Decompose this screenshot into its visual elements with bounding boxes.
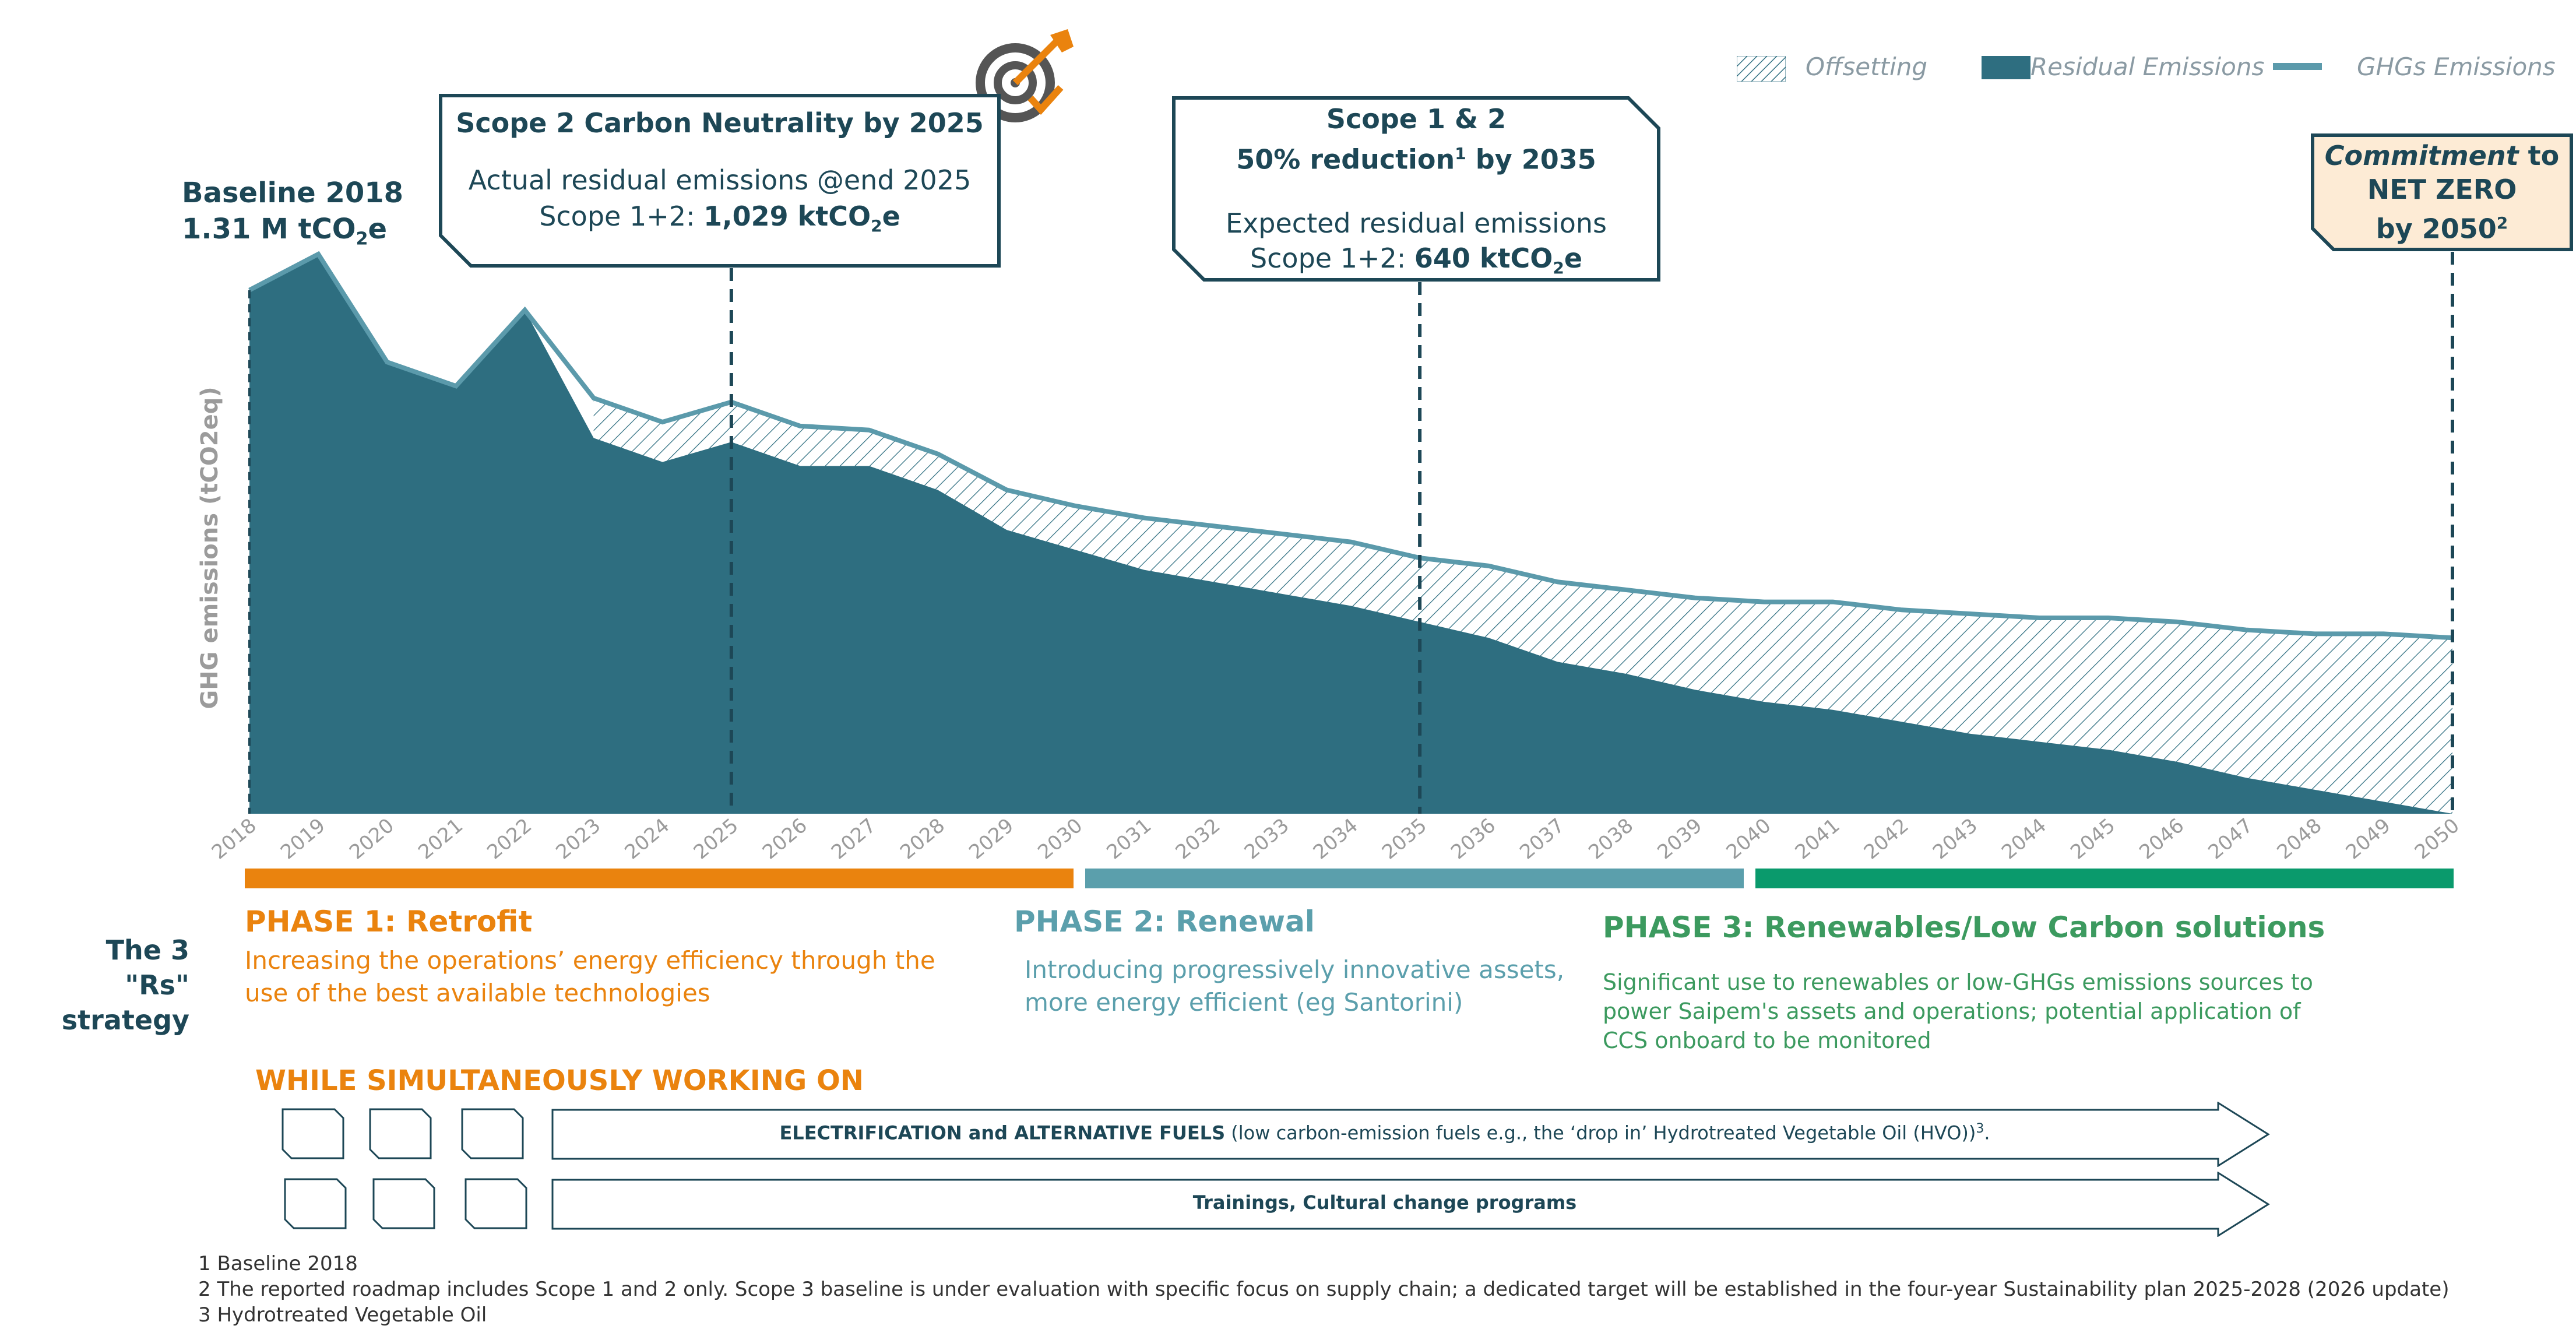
- legend-offsetting-swatch: [1737, 56, 1786, 82]
- electrification-arrow: [551, 1102, 2270, 1167]
- strategy-line1: The 3: [105, 934, 189, 966]
- ghg-emissions-line: [248, 251, 2453, 641]
- callout-2025-line1: Actual residual emissions @end 2025: [468, 164, 972, 196]
- x-tick-label: 2042: [1860, 814, 1913, 864]
- legend-ghgs-swatch: [2273, 63, 2322, 70]
- x-tick-label: 2026: [758, 814, 812, 864]
- phase1-desc2: use of the best available technologies: [245, 979, 710, 1007]
- x-tick-label: 2024: [621, 814, 674, 864]
- callout-2025-line2: Scope 1+2: 1,029 ktCO2e: [539, 201, 900, 236]
- box-icon: [369, 1108, 432, 1159]
- box-icon: [464, 1178, 527, 1229]
- x-tick-label: 2030: [1033, 814, 1087, 864]
- x-tick-label: 2049: [2342, 814, 2395, 864]
- x-tick-label: 2027: [827, 814, 881, 864]
- callout-2050-frame: [2311, 133, 2573, 251]
- legend-residual-swatch: [1982, 56, 2030, 79]
- callout-2035: Scope 1 & 2 50% reduction1 by 2035 Expec…: [1171, 101, 1661, 286]
- callout-2050: Commitment to NET ZERO by 20502: [2310, 139, 2574, 245]
- residual-emissions-area: [249, 254, 2452, 814]
- legend-residual-label: Residual Emissions: [2030, 52, 2265, 81]
- callout-2050-line3: by 20502: [2376, 213, 2508, 245]
- x-tick-label: 2038: [1584, 814, 1638, 864]
- offsetting-area: [593, 398, 2452, 814]
- phase3-text: PHASE 3: Renewables/Low Carbon solutions…: [1603, 910, 2325, 1055]
- x-tick-label: 2035: [1378, 814, 1431, 864]
- box-icon: [461, 1108, 524, 1159]
- baseline-title: Baseline 2018: [182, 177, 404, 209]
- x-tick-label: 2032: [1171, 814, 1225, 864]
- target-icon: [976, 29, 1074, 122]
- strategy-line2: "Rs" strategy: [61, 969, 189, 1036]
- phase3-bar: [1755, 869, 2454, 888]
- phase2-bar: [1085, 869, 1744, 888]
- x-tick-label: 2044: [1997, 814, 2051, 864]
- x-tick-label: 2022: [483, 814, 536, 864]
- phase1-text: PHASE 1: Retrofit Increasing the operati…: [245, 905, 935, 1010]
- callout-2035-line1: Expected residual emissions: [1226, 208, 1607, 240]
- phase3-desc1: Significant use to renewables or low-GHG…: [1603, 969, 2313, 995]
- working-on-title: WHILE SIMULTANEOUSLY WORKING ON: [255, 1064, 864, 1097]
- phase1-desc1: Increasing the operations’ energy effici…: [245, 946, 935, 975]
- x-tick-label: 2036: [1447, 814, 1500, 864]
- x-tick-label: 2025: [689, 814, 743, 864]
- phase3-title: PHASE 3: Renewables/Low Carbon solutions: [1603, 910, 2325, 944]
- x-tick-label: 2021: [414, 814, 467, 864]
- callout-2025-frame: [439, 94, 1001, 268]
- phase1-title: PHASE 1: Retrofit: [245, 905, 533, 938]
- phase2-desc2: more energy efficient (eg Santorini): [1025, 988, 1463, 1017]
- x-tick-label: 2028: [896, 814, 949, 864]
- callout-2035-line2: Scope 1+2: 640 ktCO2e: [1250, 242, 1583, 278]
- x-tick-label: 2047: [2204, 814, 2257, 864]
- trainings-label: Trainings, Cultural change programs: [1192, 1191, 1577, 1214]
- baseline-label: Baseline 2018 1.31 M tCO2e: [182, 175, 403, 258]
- callout-2050-line1: Commitment to: [2324, 140, 2560, 171]
- legend: Offsetting Residual Emissions GHGs Emiss…: [1737, 51, 2564, 86]
- x-tick-label: 2018: [207, 814, 261, 864]
- legend-offsetting-label: Offsetting: [1806, 52, 1927, 81]
- x-tick-label: 2041: [1791, 814, 1845, 864]
- x-tick-label: 2043: [1929, 814, 1982, 864]
- phase2-text: PHASE 2: Renewal Introducing progressive…: [1014, 905, 1564, 1019]
- trainings-arrow: [551, 1172, 2270, 1237]
- box-icon: [284, 1178, 347, 1229]
- baseline-value: 1.31 M tCO2e: [182, 213, 388, 249]
- x-tick-label: 2020: [345, 814, 399, 864]
- x-tick-label: 2023: [551, 814, 605, 864]
- phase3-desc3: CCS onboard to be monitored: [1603, 1028, 1931, 1053]
- callout-2050-line2: NET ZERO: [2367, 174, 2517, 205]
- callout-2025: Scope 2 Carbon Neutrality by 2025 Actual…: [438, 105, 1001, 244]
- box-icon: [281, 1108, 344, 1159]
- callout-2025-title: Scope 2 Carbon Neutrality by 2025: [456, 107, 984, 139]
- callout-2035-title2: 50% reduction1 by 2035: [1236, 143, 1596, 175]
- callout-2035-frame: [1172, 96, 1660, 282]
- x-tick-label: 2040: [1722, 814, 1776, 864]
- x-tick-label: 2039: [1653, 814, 1706, 864]
- footnote-1: 1 Baseline 2018: [198, 1252, 358, 1275]
- x-tick-label: 2029: [965, 814, 1018, 864]
- phase3-desc2: power Saipem's assets and operations; po…: [1603, 999, 2301, 1024]
- x-tick-label: 2050: [2410, 814, 2464, 864]
- emissions-chart: 2018 2019 2020 2021 2022 2023 2024 2025 2026 2027…: [207, 251, 2464, 864]
- x-tick-label: 2045: [2066, 814, 2120, 864]
- x-tick-label: 2019: [276, 814, 330, 864]
- phase1-bar: [245, 869, 1074, 888]
- footnote-3: 3 Hydrotreated Vegetable Oil: [198, 1303, 487, 1327]
- strategy-label: The 3 "Rs" strategy: [58, 933, 189, 1038]
- footnote-2: 2 The reported roadmap includes Scope 1 …: [198, 1278, 2450, 1301]
- x-tick-label: 2031: [1102, 814, 1156, 864]
- phase2-desc1: Introducing progressively innovative ass…: [1025, 955, 1565, 984]
- x-tick-label: 2048: [2273, 814, 2327, 864]
- x-tick-label: 2034: [1309, 814, 1363, 864]
- x-tick-label: 2033: [1240, 814, 1294, 864]
- electrification-label: ELECTRIFICATION and ALTERNATIVE FUELS (l…: [779, 1121, 1990, 1144]
- callout-2035-title1: Scope 1 & 2: [1326, 103, 1507, 135]
- x-tick-label: 2037: [1515, 814, 1569, 864]
- legend-ghgs-label: GHGs Emissions: [2357, 52, 2556, 81]
- x-tick-label: 2046: [2135, 814, 2188, 864]
- box-icon: [372, 1178, 435, 1229]
- footnotes: 1 Baseline 2018 2 The reported roadmap i…: [198, 1251, 2449, 1328]
- phase2-title: PHASE 2: Renewal: [1014, 905, 1315, 938]
